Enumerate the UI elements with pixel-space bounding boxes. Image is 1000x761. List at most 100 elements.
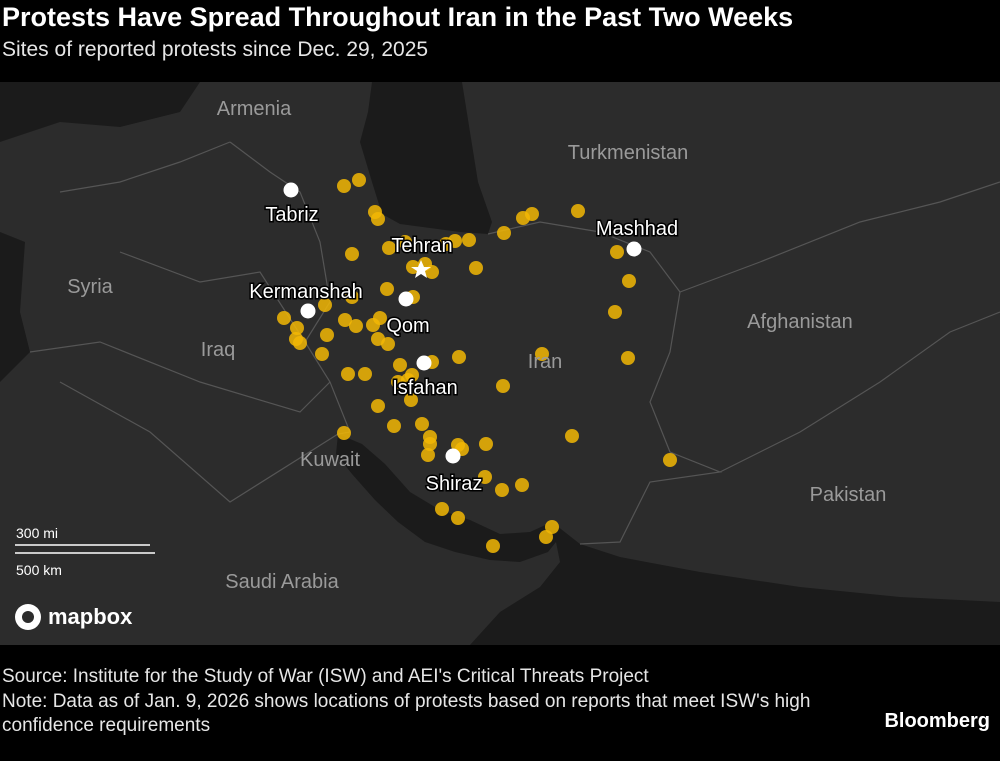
protest-site — [318, 298, 332, 312]
attribution: mapbox — [48, 604, 133, 629]
country-label: Iran — [528, 351, 562, 373]
protest-site — [478, 470, 492, 484]
country-label: Kuwait — [300, 449, 360, 471]
city-dot — [416, 355, 432, 371]
border — [719, 311, 1000, 473]
protest-site — [373, 311, 387, 325]
borders — [29, 141, 1000, 545]
protest-site — [515, 478, 529, 492]
city-dot — [445, 448, 461, 464]
city-label: Tehran — [391, 235, 452, 257]
protest-site — [497, 226, 511, 240]
city-label: Mashhad — [596, 218, 678, 240]
protest-site — [545, 520, 559, 534]
protest-site — [398, 235, 412, 249]
protest-site — [387, 419, 401, 433]
protest-site — [337, 426, 351, 440]
protest-site — [380, 282, 394, 296]
protest-site — [621, 351, 635, 365]
country-label: Syria — [67, 276, 113, 298]
persian-gulf — [336, 434, 560, 562]
protest-site — [290, 321, 304, 335]
city-label: Shiraz — [426, 473, 483, 495]
country-label: Armenia — [217, 98, 292, 120]
capital-star — [411, 260, 431, 278]
protest-site — [371, 212, 385, 226]
protest-site — [486, 539, 500, 553]
arabian-sea — [470, 522, 1000, 645]
protest-site — [448, 234, 462, 248]
protest-site — [393, 358, 407, 372]
protest-site — [349, 319, 363, 333]
border — [29, 341, 331, 413]
protest-site — [608, 305, 622, 319]
protest-site — [415, 417, 429, 431]
protest-site — [371, 399, 385, 413]
protest-site — [382, 241, 396, 255]
protest-site — [663, 453, 677, 467]
border — [59, 141, 231, 193]
protest-site — [293, 336, 307, 350]
city-dot — [626, 241, 642, 257]
scale-km: 500 km — [16, 562, 62, 578]
city-dot — [283, 182, 299, 198]
protest-site — [622, 274, 636, 288]
city-dot — [398, 291, 414, 307]
labels: Armenia Turkmenistan Syria Iraq Afghanistan I… — [67, 98, 886, 593]
protest-site — [358, 367, 372, 381]
protest-site — [535, 347, 549, 361]
protest-site — [435, 502, 449, 516]
city-label: Tabriz — [265, 204, 318, 226]
country-label: Afghanistan — [747, 311, 853, 333]
border — [679, 181, 1000, 293]
title: Protests Have Spread Throughout Iran in … — [2, 2, 794, 32]
city-label: Kermanshah — [249, 281, 362, 303]
protest-site — [571, 204, 585, 218]
border — [487, 221, 723, 545]
city-label: Qom — [386, 315, 429, 337]
protest-site — [381, 337, 395, 351]
note: Note: Data as of Jan. 9, 2026 shows loca… — [2, 691, 811, 736]
protest-sites — [277, 173, 677, 553]
caspian-sea — [360, 82, 492, 234]
source: Source: Institute for the Study of War (… — [2, 666, 649, 687]
protest-site — [277, 311, 291, 325]
protest-site — [479, 437, 493, 451]
border — [119, 251, 306, 343]
protest-site — [315, 347, 329, 361]
brand: Bloomberg — [884, 710, 990, 732]
protest-site — [338, 313, 352, 327]
protest-site — [345, 247, 359, 261]
protest-site — [451, 511, 465, 525]
map: Armenia Turkmenistan Syria Iraq Afghanistan I… — [0, 82, 1000, 645]
protest-site — [469, 261, 483, 275]
protest-site — [525, 207, 539, 221]
protest-site — [496, 379, 510, 393]
protest-site — [391, 375, 405, 389]
mapbox-logo-inner — [22, 611, 34, 623]
protest-site — [320, 328, 334, 342]
subtitle: Sites of reported protests since Dec. 29… — [2, 38, 429, 61]
country-label: Iraq — [201, 339, 235, 361]
protest-site — [345, 290, 359, 304]
mediterranean — [0, 232, 30, 382]
protest-site — [452, 350, 466, 364]
protest-site — [462, 233, 476, 247]
country-label: Saudi Arabia — [225, 571, 339, 593]
country-label: Pakistan — [810, 484, 887, 506]
scale-miles: 300 mi — [16, 525, 58, 541]
protest-site — [423, 437, 437, 451]
protest-site — [565, 429, 579, 443]
city-dot — [300, 303, 316, 319]
border — [59, 381, 339, 503]
black-sea — [0, 82, 200, 142]
protest-site — [352, 173, 366, 187]
protest-site — [421, 448, 435, 462]
protest-site — [495, 483, 509, 497]
protest-site — [337, 179, 351, 193]
country-label: Turkmenistan — [568, 142, 688, 164]
protest-site — [341, 367, 355, 381]
protest-site — [404, 393, 418, 407]
protest-site — [610, 245, 624, 259]
